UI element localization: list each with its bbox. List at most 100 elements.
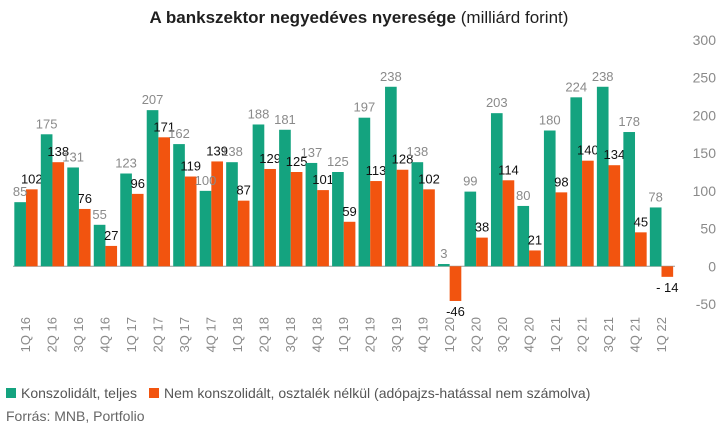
bar-series2 bbox=[661, 266, 674, 277]
bar-series2 bbox=[25, 189, 38, 267]
data-label-series2: 45 bbox=[634, 214, 648, 229]
data-label-series1: 99 bbox=[463, 174, 477, 189]
x-tick-label: 1Q 22 bbox=[654, 317, 669, 352]
x-tick-label: 3Q 18 bbox=[283, 317, 298, 352]
data-label-series2: 59 bbox=[342, 204, 356, 219]
bar-series2 bbox=[184, 176, 197, 267]
data-label-series1: 178 bbox=[618, 114, 640, 129]
bar-series2 bbox=[52, 162, 65, 267]
y-tick-label: 150 bbox=[693, 145, 717, 161]
bar-series1 bbox=[543, 130, 556, 267]
y-tick-label: 300 bbox=[693, 32, 717, 48]
bar-series1 bbox=[517, 205, 530, 267]
data-label-series2: 98 bbox=[554, 174, 568, 189]
data-label-series2: 134 bbox=[604, 147, 626, 162]
data-label-series1: 197 bbox=[354, 100, 376, 115]
bar-series1 bbox=[226, 162, 238, 267]
source-note: Forrás: MNB, Portfolio bbox=[6, 408, 145, 424]
data-label-series1: 188 bbox=[248, 106, 270, 121]
bar-series1 bbox=[438, 264, 450, 267]
bar-series2 bbox=[608, 165, 621, 267]
x-tick-label: 3Q 17 bbox=[177, 317, 192, 352]
data-label-series2: 119 bbox=[180, 159, 201, 174]
y-tick-label: -50 bbox=[696, 296, 716, 312]
data-label-series2: 38 bbox=[475, 220, 489, 235]
data-label-series1: 175 bbox=[36, 116, 58, 131]
data-label-series2: 76 bbox=[78, 191, 92, 206]
legend-item-series2: Nem konszolidált, osztalék nélkül (adópa… bbox=[148, 385, 590, 401]
bar-series2 bbox=[158, 137, 171, 267]
x-tick-label: 3Q 16 bbox=[71, 317, 86, 352]
bar-series1 bbox=[305, 162, 318, 267]
x-tick-label: 1Q 19 bbox=[336, 317, 351, 352]
data-label-series1: 162 bbox=[168, 126, 190, 141]
data-label-series1: 138 bbox=[406, 144, 428, 159]
bar-series1 bbox=[490, 113, 503, 267]
data-label-series1: 203 bbox=[486, 95, 508, 110]
data-label-series1: 207 bbox=[142, 92, 164, 107]
data-label-series1: 238 bbox=[380, 69, 402, 84]
bar-series1 bbox=[358, 117, 371, 267]
y-tick-label: 0 bbox=[708, 258, 716, 274]
data-label-series1: 180 bbox=[539, 113, 561, 128]
bar-series2 bbox=[290, 172, 303, 267]
bar-series2 bbox=[449, 266, 462, 301]
data-label-series2: - 14 bbox=[656, 280, 678, 295]
data-label-series2: 21 bbox=[528, 232, 542, 247]
bar-series1 bbox=[649, 207, 662, 267]
data-label-series1: 55 bbox=[92, 207, 106, 222]
x-tick-label: 4Q 21 bbox=[627, 317, 642, 352]
bar-series1 bbox=[596, 86, 609, 267]
data-label-series2: -46 bbox=[446, 304, 465, 319]
data-label-series2: 87 bbox=[236, 183, 250, 198]
x-tick-label: 2Q 17 bbox=[151, 317, 166, 352]
x-tick-label: 4Q 18 bbox=[310, 317, 325, 352]
data-label-series2: 139 bbox=[206, 143, 228, 158]
bar-series2 bbox=[264, 168, 276, 267]
bar-series1 bbox=[146, 110, 159, 267]
bar-series1 bbox=[385, 86, 397, 267]
bar-series1 bbox=[67, 167, 79, 267]
data-label-series1: 181 bbox=[274, 112, 296, 127]
x-tick-label: 2Q 20 bbox=[468, 317, 483, 352]
x-tick-label: 2Q 16 bbox=[45, 317, 60, 352]
bar-series1 bbox=[199, 190, 212, 267]
chart-title-main: A bankszektor negyedéves nyeresége bbox=[149, 8, 457, 27]
x-tick-label: 1Q 21 bbox=[548, 317, 563, 352]
x-tick-label: 1Q 20 bbox=[442, 317, 457, 352]
data-label-series1: 80 bbox=[516, 188, 530, 203]
bar-series1 bbox=[279, 129, 291, 267]
data-label-series1: 123 bbox=[115, 156, 137, 171]
y-tick-label: 200 bbox=[693, 107, 717, 123]
chart-title: A bankszektor negyedéves nyeresége (mill… bbox=[0, 8, 718, 28]
legend-item-series1: Konszolidált, teljes bbox=[6, 385, 137, 401]
y-tick-label: 250 bbox=[693, 70, 717, 86]
data-label-series1: 238 bbox=[592, 69, 614, 84]
bar-series2 bbox=[635, 232, 647, 267]
data-label-series2: 128 bbox=[392, 152, 414, 167]
data-label-series1: 137 bbox=[301, 145, 323, 160]
bar-series1 bbox=[332, 172, 344, 267]
bar-series2 bbox=[211, 161, 223, 267]
x-tick-label: 1Q 17 bbox=[124, 317, 139, 352]
bar-series2 bbox=[370, 181, 382, 267]
data-label-series2: 101 bbox=[312, 172, 334, 187]
data-label-series1: 131 bbox=[62, 149, 84, 164]
bar-series2 bbox=[237, 200, 250, 267]
x-tick-label: 3Q 21 bbox=[601, 317, 616, 352]
data-label-series2: 138 bbox=[47, 144, 69, 159]
data-label-series2: 114 bbox=[498, 162, 519, 177]
data-label-series1: 138 bbox=[221, 144, 243, 159]
x-tick-label: 4Q 19 bbox=[415, 317, 430, 352]
x-tick-label: 2Q 18 bbox=[257, 317, 272, 352]
data-label-series2: 102 bbox=[21, 171, 43, 186]
x-tick-label: 4Q 16 bbox=[98, 317, 113, 352]
bar-series1 bbox=[252, 124, 265, 267]
data-label-series2: 113 bbox=[366, 163, 387, 178]
y-tick-label: 100 bbox=[693, 183, 717, 199]
data-label-series1: 224 bbox=[565, 79, 587, 94]
x-tick-label: 1Q 16 bbox=[18, 317, 33, 352]
x-tick-label: 2Q 19 bbox=[362, 317, 377, 352]
bar-series1 bbox=[14, 202, 26, 267]
bar-series2 bbox=[476, 237, 488, 267]
